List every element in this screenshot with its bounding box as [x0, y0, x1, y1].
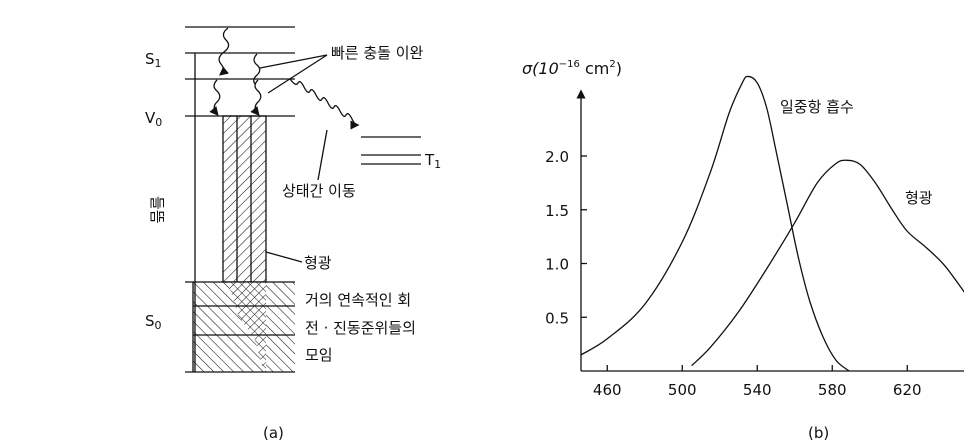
- intersystem-crossing-wavy-arrow: [289, 78, 360, 130]
- continuum-label-line3: 모임: [305, 346, 333, 364]
- s1-label: S1: [145, 50, 162, 70]
- cross-hatch-region: [228, 282, 266, 372]
- v0-label: V0: [145, 109, 162, 129]
- cross-section-chart: σ(10−16 cm2) 4605005405806206600.51.01.5…: [522, 59, 964, 442]
- relaxation-wavy-arrow: [218, 27, 230, 76]
- y-tick-label: 0.5: [545, 309, 569, 327]
- y-tick-label: 1.0: [545, 256, 569, 274]
- leader-line: [267, 54, 328, 94]
- caption-b: (b): [808, 424, 829, 442]
- x-tick-label: 620: [893, 381, 922, 399]
- x-tick-label: 540: [743, 381, 772, 399]
- continuum-label-line1: 거의 연속적인 회: [305, 291, 411, 309]
- s0-label: S0: [145, 312, 162, 332]
- continuum-label-line2: 전 · 진동준위들의: [305, 319, 416, 337]
- relaxation-wavy-arrow: [250, 79, 262, 116]
- absorption-series-label: 일중항 흡수: [780, 98, 854, 116]
- t1-label: T1: [424, 151, 441, 171]
- fast-relaxation-label: 빠른 충돌 이완: [331, 44, 424, 62]
- intersystem-crossing-label: 상태간 이동: [282, 182, 356, 200]
- y-tick-label: 2.0: [545, 148, 569, 166]
- y-tick-label: 1.5: [545, 202, 569, 220]
- absorption-curve: [580, 75, 850, 372]
- leader-line: [317, 129, 328, 181]
- leader-line: [265, 251, 303, 263]
- energy-level-diagram: S1 V0 S0 T1 들뜸 빠른 충돌 이완 상태간 이동 형광 거의 연속적…: [145, 26, 441, 442]
- fluorescence-curve: [691, 159, 964, 367]
- excitation-axis-label: 들뜸: [148, 196, 166, 224]
- fluorescence-series-label: 형광: [905, 189, 933, 207]
- x-tick-label: 500: [668, 381, 697, 399]
- leader-line: [259, 54, 328, 69]
- relaxation-wavy-arrow: [209, 79, 221, 116]
- y-axis-label: σ(10−16 cm2): [522, 59, 622, 78]
- fluorescence-label: 형광: [304, 254, 332, 272]
- x-tick-label: 460: [593, 381, 622, 399]
- x-tick-label: 580: [818, 381, 847, 399]
- fluorescence-column: [222, 115, 267, 283]
- relaxation-wavy-arrow: [253, 53, 261, 85]
- caption-a: (a): [263, 424, 284, 442]
